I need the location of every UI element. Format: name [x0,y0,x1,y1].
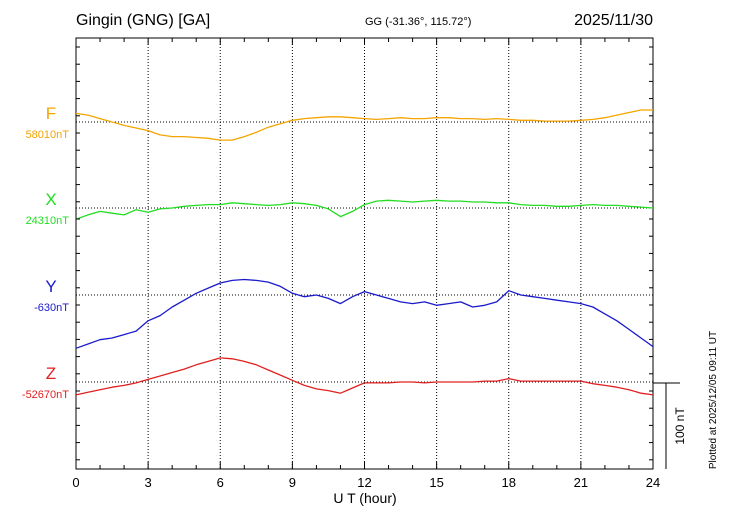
x-tick-label-21: 21 [574,475,588,490]
x-tick-label-6: 6 [217,475,224,490]
x-tick-label-24: 24 [646,475,660,490]
series-baseline-label-X: 24310nT [26,215,70,227]
x-axis-label: U T (hour) [333,490,396,506]
series-baseline-label-F: 58010nT [26,129,70,141]
series-name-F: F [46,104,56,123]
x-tick-label-12: 12 [357,475,371,490]
series-name-Y: Y [45,277,56,296]
series-layer: F 58010nT X 24310nT Y -630nT Z -52670nT [22,104,654,401]
series-baseline-label-Y: -630nT [34,302,69,314]
station-title: Gingin (GNG) [GA] [76,12,210,29]
series-name-Z: Z [46,364,56,383]
series-line-Y [75,278,654,349]
x-tick-label-18: 18 [502,475,516,490]
x-ticks: 0 3 6 9 12 15 18 21 24 [72,38,660,490]
series-line-F [75,109,653,141]
date-text: 2025/11/30 [574,12,653,29]
series-name-X: X [45,190,56,209]
scale-bar: 100 nT [653,382,687,469]
plotted-at-note: Plotted at 2025/12/05 09:11 UT [708,331,719,469]
grid [76,38,653,469]
x-tick-label-3: 3 [145,475,152,490]
series-line-Z [75,357,654,396]
x-tick-label-0: 0 [72,475,79,490]
coords-text: GG (-31.36°, 115.72°) [365,16,471,28]
series-line-X [75,199,654,220]
series-baseline-label-Z: -52670nT [22,389,69,401]
x-tick-label-9: 9 [289,475,296,490]
scale-bar-label: 100 nT [673,407,687,445]
x-tick-label-15: 15 [429,475,443,490]
